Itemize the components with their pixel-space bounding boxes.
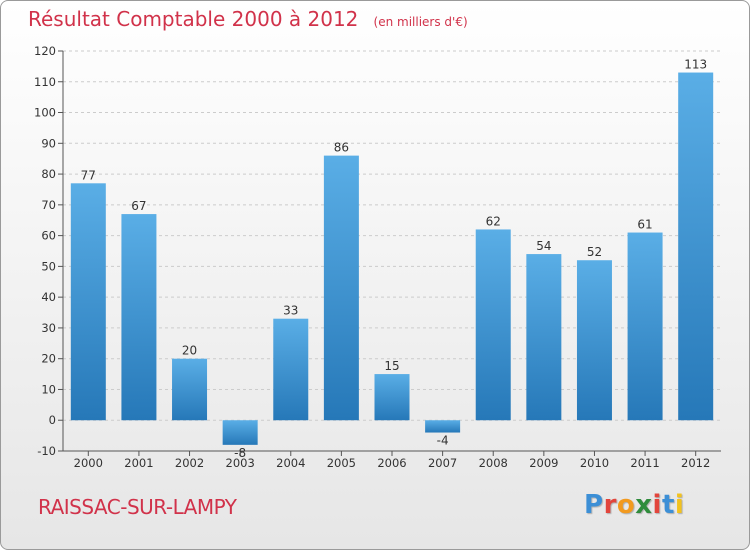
bar bbox=[273, 318, 309, 421]
bar bbox=[121, 214, 157, 421]
x-tick-label: 2006 bbox=[377, 456, 406, 470]
x-tick-label: 2002 bbox=[175, 456, 204, 470]
proxiti-logo[interactable]: Proxiti bbox=[584, 490, 684, 520]
commune-name: RAISSAC-SUR-LAMPY bbox=[38, 495, 237, 519]
logo-letter: x bbox=[635, 490, 653, 520]
bar bbox=[374, 374, 410, 421]
data-label: 15 bbox=[384, 359, 399, 373]
x-tick-label: 2007 bbox=[428, 456, 457, 470]
data-label: 62 bbox=[486, 214, 501, 228]
bar bbox=[475, 229, 511, 421]
axes: -10 0 10 20 30 40 50 60 70 80 90 100 110 120 2000 2001 2… bbox=[34, 44, 721, 470]
data-label: 86 bbox=[334, 141, 349, 155]
y-tick-label: 90 bbox=[41, 136, 56, 150]
data-label: 20 bbox=[182, 344, 197, 358]
data-label: 77 bbox=[81, 168, 96, 182]
chart-subtitle: (en milliers d'€) bbox=[373, 15, 468, 29]
x-tick-label: 2000 bbox=[74, 456, 103, 470]
logo-letter: i bbox=[674, 490, 685, 520]
y-tick-label: 0 bbox=[49, 413, 56, 427]
bar bbox=[172, 358, 208, 421]
y-tick-label: -10 bbox=[37, 444, 56, 458]
data-label: -8 bbox=[234, 446, 246, 460]
y-tick-label: 120 bbox=[34, 44, 56, 58]
x-tick-label: 2008 bbox=[479, 456, 508, 470]
data-labels: 77 67 20 -8 33 86 15 -4 62 54 52 61 113 bbox=[81, 58, 707, 460]
data-label: 54 bbox=[536, 239, 551, 253]
x-tick-label: 2001 bbox=[124, 456, 153, 470]
bar bbox=[576, 260, 612, 421]
logo-letter: t bbox=[661, 490, 675, 520]
data-label: 67 bbox=[131, 199, 146, 213]
bar bbox=[627, 232, 663, 421]
x-tick-label: 2010 bbox=[580, 456, 609, 470]
data-label: 113 bbox=[684, 58, 707, 72]
y-tick-label: 70 bbox=[41, 198, 56, 212]
x-tick-label: 2012 bbox=[681, 456, 710, 470]
y-tick-label: 110 bbox=[34, 75, 56, 89]
bar bbox=[70, 183, 106, 421]
bar bbox=[222, 420, 258, 445]
data-label: 33 bbox=[283, 304, 298, 318]
logo-letter: r bbox=[603, 490, 617, 520]
x-tick-label: 2004 bbox=[276, 456, 305, 470]
y-tick-label: 100 bbox=[34, 106, 56, 120]
bar bbox=[425, 420, 461, 433]
y-tick-label: 10 bbox=[41, 382, 56, 396]
data-label: -4 bbox=[437, 434, 449, 448]
y-tick-label: 30 bbox=[41, 321, 56, 335]
y-tick-label: 50 bbox=[41, 259, 56, 273]
bar bbox=[526, 254, 562, 421]
logo-letter: P bbox=[584, 490, 604, 520]
logo-letter: i bbox=[652, 490, 662, 520]
y-tick-label: 40 bbox=[41, 290, 56, 304]
y-tick-label: 20 bbox=[41, 352, 56, 366]
x-tick-label: 2011 bbox=[630, 456, 659, 470]
bar bbox=[678, 72, 714, 421]
chart-title-row: Résultat Comptable 2000 à 2012 (en milli… bbox=[28, 7, 468, 31]
bar bbox=[323, 155, 359, 421]
x-tick-label: 2009 bbox=[529, 456, 558, 470]
y-tick-label: 80 bbox=[41, 167, 56, 181]
x-tick-label: 2003 bbox=[226, 456, 255, 470]
bars bbox=[70, 72, 714, 445]
data-label: 52 bbox=[587, 245, 602, 259]
y-tick-label: 60 bbox=[41, 229, 56, 243]
chart-title: Résultat Comptable 2000 à 2012 bbox=[28, 7, 359, 31]
data-label: 61 bbox=[637, 218, 652, 232]
x-tick-label: 2005 bbox=[327, 456, 356, 470]
logo-letter: o bbox=[616, 490, 636, 520]
